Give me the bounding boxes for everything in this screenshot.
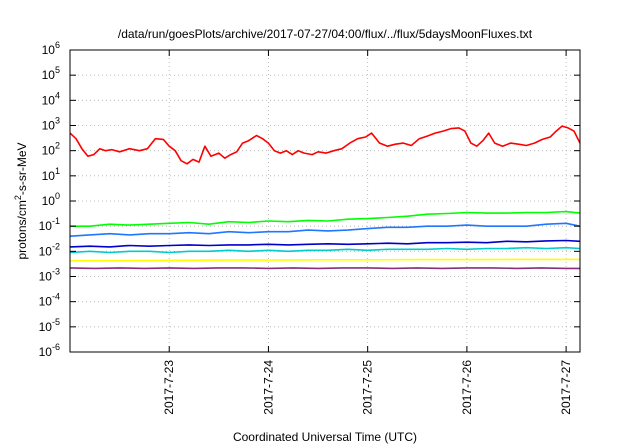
series-line: [69, 222, 581, 237]
series-line: [69, 246, 581, 254]
y-tick-label-exponent: -3: [52, 267, 60, 277]
x-axis-label: Coordinated Universal Time (UTC): [233, 430, 417, 444]
y-tick-label: 101: [42, 166, 60, 183]
y-tick-label-mantissa: 10: [42, 119, 56, 133]
y-tick-label: 10-5: [39, 317, 60, 334]
y-tick-label: 104: [42, 90, 60, 107]
y-tick-label-exponent: -6: [52, 342, 60, 352]
y-tick-label-mantissa: 10: [42, 144, 56, 158]
grid-lines: [70, 50, 580, 352]
y-tick-label-mantissa: 10: [39, 219, 53, 233]
y-tick-label: 103: [42, 116, 60, 133]
y-tick-label-exponent: 3: [55, 116, 60, 126]
y-axis-label-prefix: protons/cm: [15, 200, 29, 259]
x-tick-label: 2017-7-23: [162, 360, 176, 415]
y-tick-label: 10-4: [39, 292, 60, 309]
series-line: [70, 210, 581, 227]
x-tick-label: 2017-7-26: [460, 360, 474, 415]
y-tick-label-mantissa: 10: [42, 43, 56, 57]
chart-title: /data/run/goesPlots/archive/2017-07-27/0…: [118, 27, 533, 41]
y-tick-label-exponent: -1: [52, 216, 60, 226]
y-tick-label: 10-3: [39, 267, 60, 284]
y-tick-label: 10-6: [39, 342, 60, 359]
x-tick-label: 2017-7-25: [361, 360, 375, 415]
y-tick-label-mantissa: 10: [42, 93, 56, 107]
y-tick-label-exponent: -5: [52, 317, 60, 327]
y-tick-label: 106: [42, 40, 60, 57]
y-tick-label-exponent: 5: [55, 65, 60, 75]
y-tick-label-exponent: -4: [52, 292, 60, 302]
y-axis-label-sup: 2: [13, 195, 23, 200]
y-tick-label-exponent: 1: [55, 166, 60, 176]
y-tick-label-mantissa: 10: [39, 270, 53, 284]
y-tick-labels: 10-610-510-410-310-210-11001011021031041…: [39, 40, 60, 359]
x-tick-labels: 2017-7-23 2017-7-24 2017-7-25 2017-7-26 2017…: [162, 360, 573, 415]
y-tick-label: 102: [42, 141, 60, 158]
y-axis-label-suffix: -s-sr-MeV: [15, 142, 29, 195]
y-tick-label-exponent: -2: [52, 241, 60, 251]
x-tick-label: 2017-7-24: [261, 360, 275, 415]
y-tick-label-mantissa: 10: [42, 169, 56, 183]
series-layer: [69, 125, 581, 270]
series-line: [69, 125, 581, 165]
y-tick-label-mantissa: 10: [39, 320, 53, 334]
y-tick-label-mantissa: 10: [42, 68, 56, 82]
y-tick-label-mantissa: 10: [39, 345, 53, 359]
x-tick-label: 2017-7-27: [559, 360, 573, 415]
y-tick-label-exponent: 6: [55, 40, 60, 50]
series-line: [69, 267, 580, 270]
y-tick-label-mantissa: 10: [42, 194, 56, 208]
y-tick-label-exponent: 0: [55, 191, 60, 201]
series-line: [69, 258, 580, 262]
y-tick-label: 105: [42, 65, 60, 82]
y-tick-label-mantissa: 10: [39, 295, 53, 309]
y-tick-label-exponent: 4: [55, 90, 60, 100]
y-tick-label: 10-1: [39, 216, 60, 233]
y-tick-label-mantissa: 10: [39, 244, 53, 258]
y-axis-label: protons/cm2-s-sr-MeV: [13, 142, 29, 259]
series-line: [69, 239, 581, 248]
y-tick-label: 10-2: [39, 241, 60, 258]
y-tick-label: 100: [42, 191, 60, 208]
y-tick-label-exponent: 2: [55, 141, 60, 151]
axis-ticks: [70, 49, 580, 353]
